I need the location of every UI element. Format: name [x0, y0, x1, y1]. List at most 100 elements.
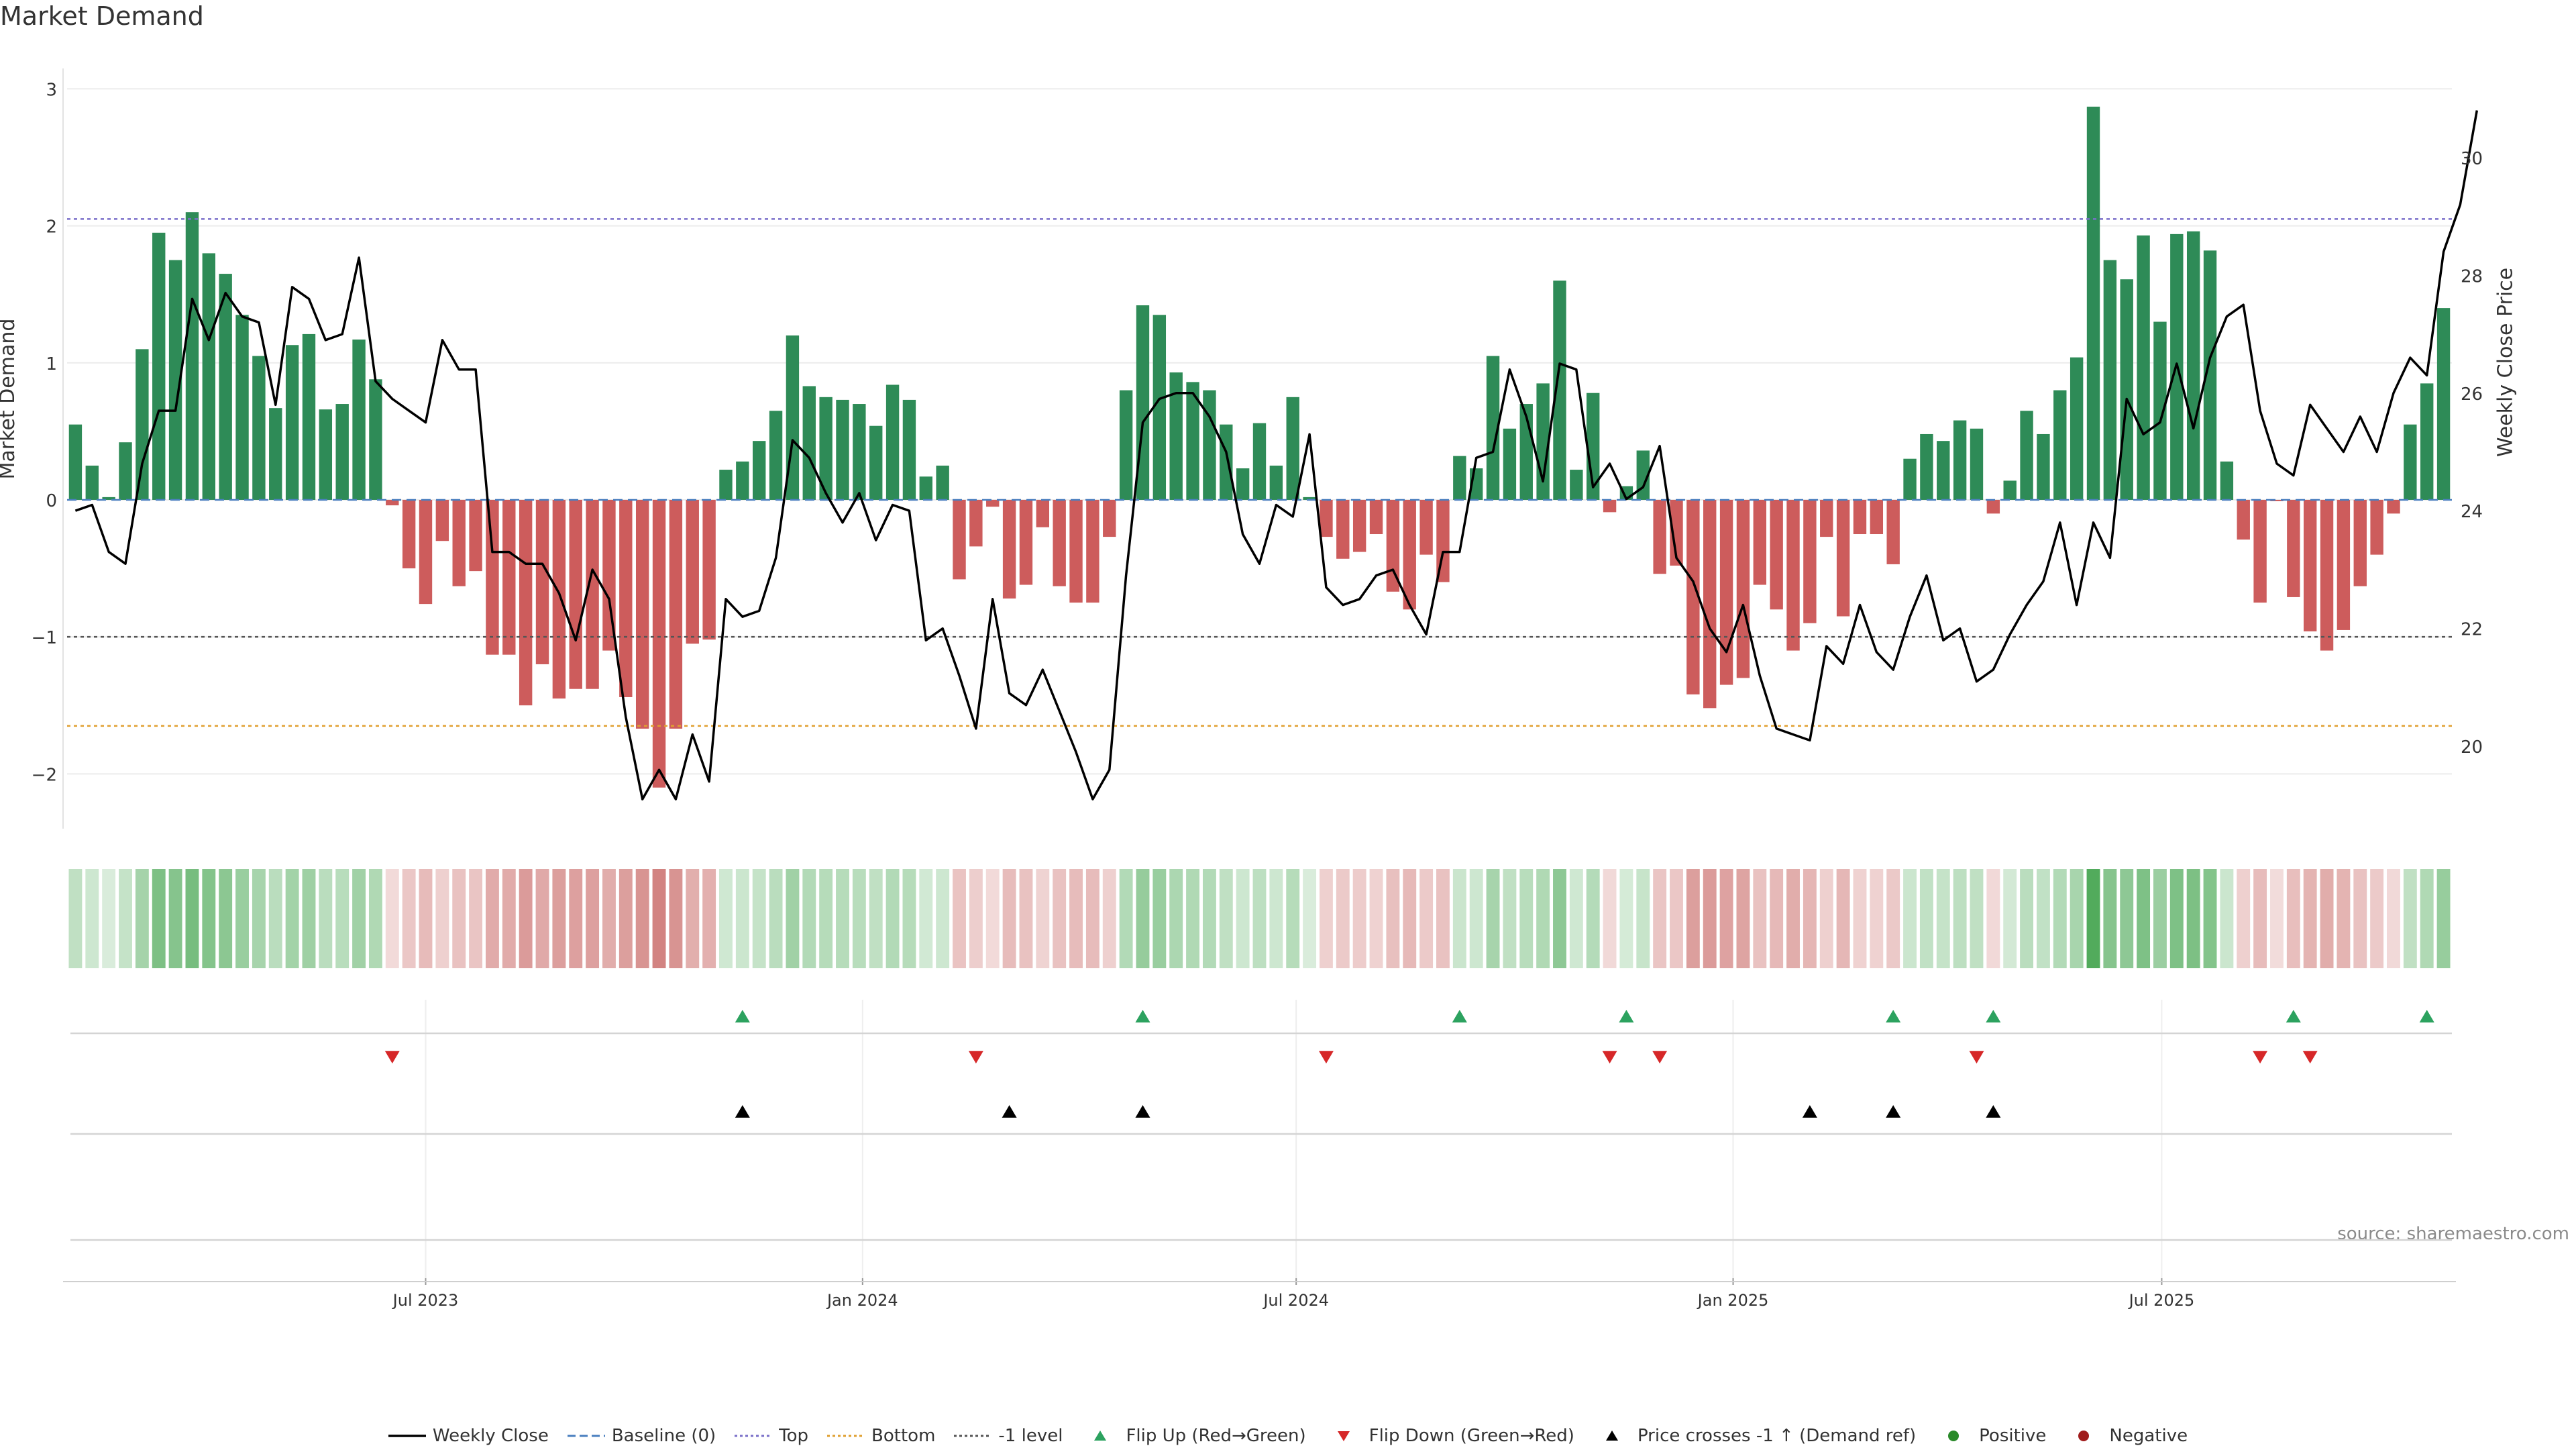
heat-cell — [1886, 869, 1900, 968]
demand-bar — [1336, 499, 1350, 559]
demand-bar — [1103, 499, 1116, 537]
demand-bar — [2370, 499, 2383, 555]
legend-label: Flip Up (Red→Green) — [1126, 1426, 1306, 1446]
heat-cell — [635, 869, 649, 968]
heat-cell — [552, 869, 566, 968]
legend-item: Baseline (0) — [567, 1426, 716, 1446]
heat-cell — [1836, 869, 1850, 968]
legend-symbol — [2078, 1431, 2090, 1441]
heat-cell — [735, 869, 749, 968]
heat-cell — [2053, 869, 2067, 968]
demand-bar — [386, 499, 399, 506]
demand-bar — [1770, 499, 1783, 610]
heat-cell — [1069, 869, 1083, 968]
signal-strips — [70, 1010, 2452, 1241]
heat-cell — [2286, 869, 2300, 968]
flip-down-marker — [1652, 1051, 1668, 1064]
demand-bar — [919, 476, 932, 500]
demand-bar — [1753, 499, 1766, 585]
heat-cell — [2320, 869, 2334, 968]
heat-cell — [102, 869, 116, 968]
demand-bar — [719, 470, 733, 500]
demand-bar — [1803, 499, 1817, 623]
flip-up-marker — [735, 1010, 750, 1023]
heat-cell — [702, 869, 716, 968]
heat-cell — [319, 869, 333, 968]
heat-cell — [2420, 869, 2434, 968]
demand-bar — [369, 379, 382, 500]
demand-bar — [1786, 499, 1800, 651]
heat-cell — [936, 869, 950, 968]
demand-bar — [2220, 461, 2234, 500]
legend-item: Negative — [2065, 1426, 2188, 1446]
legend-item: Flip Up (Red→Green) — [1081, 1426, 1306, 1446]
demand-bar — [1203, 390, 1216, 500]
flip-down-marker — [1969, 1051, 1984, 1064]
demand-bar — [1553, 280, 1566, 500]
heat-cell — [919, 869, 933, 968]
demand-bar — [1570, 470, 1583, 500]
heat-cell — [1019, 869, 1033, 968]
flip-up-marker — [2419, 1010, 2434, 1023]
demand-bar — [2420, 383, 2434, 500]
heat-cell — [1586, 869, 1600, 968]
legend-label: Weekly Close — [432, 1426, 549, 1446]
demand-bar — [2186, 231, 2200, 500]
demand-bar — [202, 253, 216, 500]
flip-down-marker — [1318, 1051, 1334, 1064]
demand-bar — [68, 424, 83, 500]
demand-bar — [569, 499, 582, 689]
x-tick-label: Jul 2023 — [392, 1291, 459, 1310]
demand-bar — [1486, 356, 1500, 500]
demand-bar — [1119, 390, 1133, 500]
legend-item: Top — [735, 1426, 808, 1446]
heat-cell — [1403, 869, 1417, 968]
y-tick-label-right: 28 — [2461, 266, 2483, 287]
heat-cell — [1369, 869, 1383, 968]
heat-cell — [719, 869, 733, 968]
legend-symbol — [1337, 1431, 1350, 1441]
demand-bar — [352, 340, 366, 500]
heat-cell — [769, 869, 783, 968]
demand-bar — [2086, 106, 2100, 500]
legend-label: Price crosses -1 ↑ (Demand ref) — [1637, 1426, 1917, 1446]
heat-cell — [1853, 869, 1867, 968]
legend-label: Flip Down (Green→Red) — [1368, 1426, 1574, 1446]
heat-cell — [969, 869, 983, 968]
y-tick-label-left: −1 — [32, 628, 57, 648]
legend-triangle-down-icon — [1337, 1431, 1350, 1441]
heat-cell — [2353, 869, 2367, 968]
demand-bar — [452, 499, 466, 586]
demand-bar — [1352, 499, 1366, 552]
heat-cell — [452, 869, 466, 968]
heat-cell — [1553, 869, 1566, 968]
heat-cell — [1719, 869, 1733, 968]
heat-cell — [152, 869, 166, 968]
heat-cell — [352, 869, 366, 968]
heat-cell — [1819, 869, 1833, 968]
demand-bar — [1386, 499, 1400, 592]
heat-cell — [619, 869, 633, 968]
market-demand-chart: −2 −1 0 1 2 3 20 22 24 26 28 30 Jul 2023 Jan 2024 Jul … — [32, 68, 2483, 1310]
demand-bar — [2203, 250, 2217, 500]
heat-cell — [1152, 869, 1167, 968]
demand-bar — [2037, 433, 2050, 500]
heat-cell — [602, 869, 616, 968]
heat-cell — [1786, 869, 1800, 968]
heat-cell — [1202, 869, 1216, 968]
x-tick-label: Jan 2024 — [826, 1291, 898, 1310]
heat-cell — [519, 869, 533, 968]
heat-cell — [1970, 869, 1984, 968]
demand-bar — [2103, 260, 2117, 500]
heat-cell — [2120, 869, 2134, 968]
demand-bar — [2387, 499, 2400, 514]
demand-bar — [2053, 390, 2067, 500]
heat-cell — [2020, 869, 2034, 968]
heat-cell — [168, 869, 182, 968]
heat-cell — [686, 869, 700, 968]
heat-cell — [1436, 869, 1450, 968]
legend-label: Baseline (0) — [611, 1426, 716, 1446]
heat-cell — [235, 869, 249, 968]
heat-cell — [1486, 869, 1500, 968]
demand-bar — [185, 212, 199, 500]
